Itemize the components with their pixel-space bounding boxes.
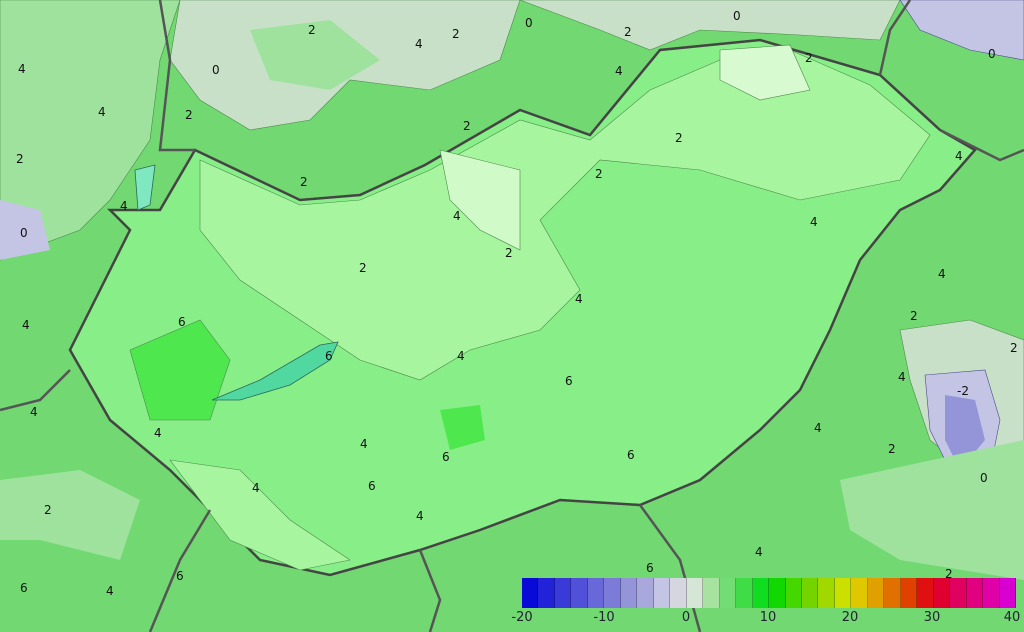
outside-regions [0,0,1024,580]
legend-color-cell [950,578,967,608]
contour-label: 0 [212,63,220,77]
contour-label: 4 [30,405,38,419]
legend-color-cell [851,578,868,608]
contour-label: 2 [1010,341,1018,355]
contour-label: 4 [120,199,128,213]
contour-label: 4 [955,149,963,163]
contour-label: 4 [22,318,30,332]
contour-label: 4 [416,509,424,523]
contour-label: 4 [615,64,623,78]
contour-label: 0 [988,47,996,61]
legend-color-cell [719,578,737,608]
contour-label: 4 [898,370,906,384]
contour-label: 2 [185,108,193,122]
legend-color-cell [834,578,852,608]
legend-color-cell [785,578,802,608]
contour-label: 4 [415,37,423,51]
legend-color-cell [670,578,687,608]
contour-label: 2 [16,152,24,166]
legend-color-cell [867,578,885,608]
contour-label: 2 [945,567,953,581]
color-scale-legend [522,578,1017,608]
legend-color-cell [917,578,934,608]
contour-label: 4 [814,421,822,435]
legend-tick: 10 [759,610,777,625]
legend-color-cell [900,578,918,608]
contour-label: 6 [368,479,376,493]
contour-label: 2 [44,503,52,517]
legend-color-cell [587,578,605,608]
contour-labels: 0 2 2 2 4 4 4 2 0 0 2 0 4 2 2 2 4 2 0 2 … [16,9,1018,598]
contour-label: 6 [178,315,186,329]
legend-color-cell [703,578,720,608]
legend-tick: 30 [923,610,941,625]
hungary [68,38,977,577]
contour-label: 2 [910,309,918,323]
legend-color-cell [736,578,753,608]
legend-color-cell [818,578,835,608]
contour-label: 4 [252,481,260,495]
contour-label: 2 [452,27,460,41]
contour-label: 2 [595,167,603,181]
legend-color-cell [933,578,951,608]
contour-label: 6 [627,448,635,462]
contour-label: 6 [20,581,28,595]
contour-label: -2 [957,384,969,398]
legend-color-cell [604,578,621,608]
legend-tick: 20 [841,610,859,625]
contour-label: 2 [463,119,471,133]
contour-label: 2 [805,51,813,65]
contour-label: 0 [733,9,741,23]
contour-label: 6 [565,374,573,388]
legend-color-cell [769,578,786,608]
contour-label: 2 [300,175,308,189]
contour-label: 0 [20,226,28,240]
contour-label: 6 [176,569,184,583]
lake-neusiedl [134,164,156,211]
legend-color-cell [801,578,819,608]
contour-label: 2 [624,25,632,39]
lake-balaton [211,341,339,401]
contour-label: 4 [98,105,106,119]
legend-color-cell [637,578,654,608]
contour-label: 4 [755,545,763,559]
contour-label: 2 [675,131,683,145]
contour-label: 4 [457,349,465,363]
contour-label: 4 [154,426,162,440]
contour-label: 6 [442,450,450,464]
legend-tick: -10 [593,610,615,625]
legend-color-cell [884,578,901,608]
legend-tick: -20 [511,610,533,625]
contour-label: 4 [810,215,818,229]
legend-tick: 0 [681,610,691,625]
legend-color-cell [571,578,588,608]
contour-label: 2 [308,23,316,37]
legend-color-cell [752,578,770,608]
contour-label: 6 [325,349,333,363]
legend-color-cell [554,578,572,608]
legend-color-cell [522,578,539,608]
contour-label: 2 [888,442,896,456]
legend-color-cell [966,578,984,608]
legend-color-cell [686,578,704,608]
legend-color-cell [538,578,555,608]
contour-label: 6 [646,561,654,575]
contour-label: 4 [938,267,946,281]
contour-label: 2 [359,261,367,275]
contour-label: 4 [453,209,461,223]
legend-color-cell [999,578,1017,608]
contour-label: 0 [525,16,533,30]
contour-label: 4 [575,292,583,306]
legend-color-cell [620,578,638,608]
contour-label: 4 [106,584,114,598]
legend-color-cell [983,578,1000,608]
contour-label: 0 [980,471,988,485]
contour-label: 2 [505,246,513,260]
legend-tick: 40 [1003,610,1021,625]
contour-label: 4 [18,62,26,76]
legend-color-cell [653,578,671,608]
contour-label: 4 [360,437,368,451]
